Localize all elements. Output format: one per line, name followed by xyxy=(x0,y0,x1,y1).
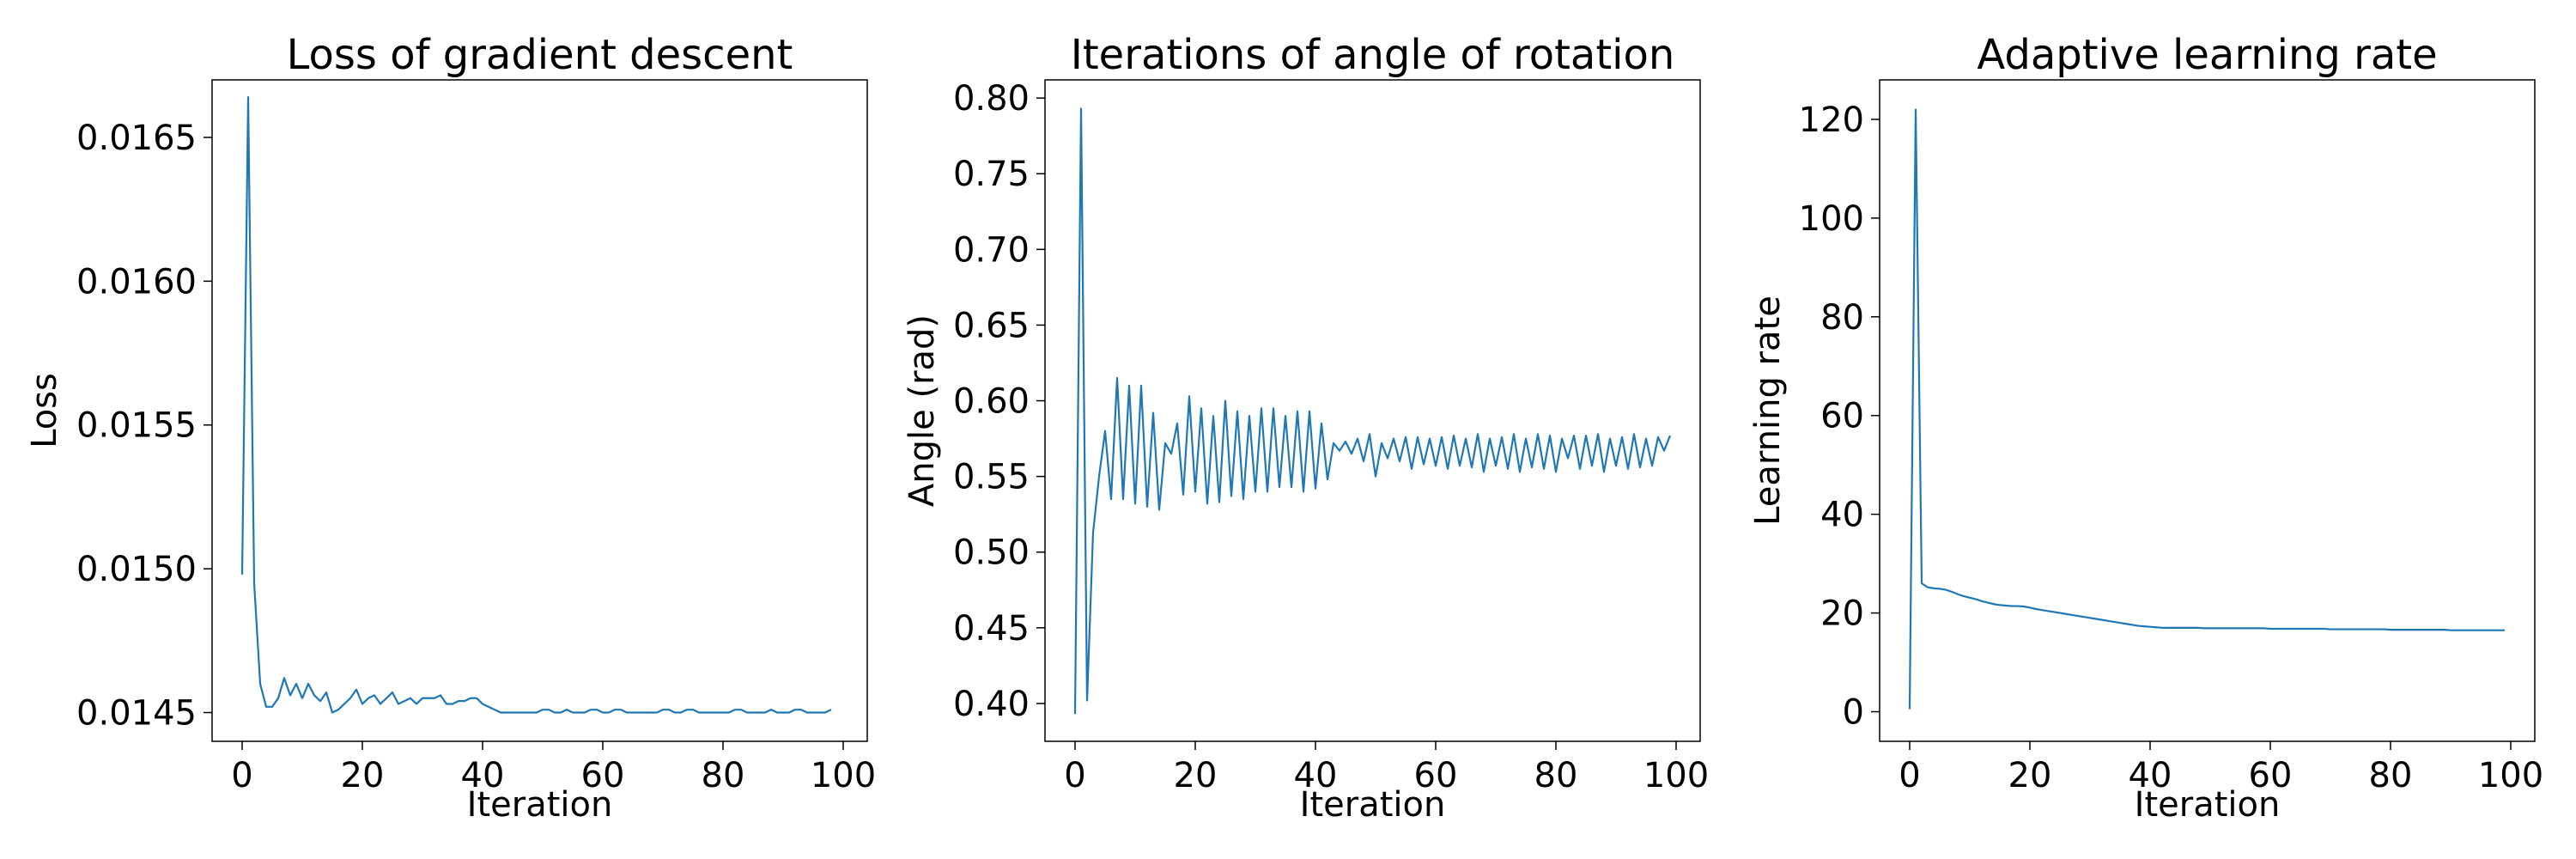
y-tick-label: 0.45 xyxy=(953,609,1030,649)
series-line-0 xyxy=(1073,107,1672,715)
y-tick-label: 0.0160 xyxy=(76,262,197,302)
y-tick-label: 120 xyxy=(1799,101,1864,140)
x-tick-label: 40 xyxy=(2129,756,2172,795)
y-tick-label: 0.40 xyxy=(953,685,1030,724)
y-tick-label: 0.55 xyxy=(953,458,1030,497)
y-tick-label: 80 xyxy=(1820,298,1864,338)
y-tick-label: 40 xyxy=(1820,496,1864,535)
x-tick-label: 40 xyxy=(461,756,505,795)
x-tick-label: 60 xyxy=(581,756,625,795)
y-tick-label: 20 xyxy=(1820,594,1864,634)
x-axis-label: Iteration xyxy=(2135,785,2281,825)
y-tick-label: 0.0155 xyxy=(76,406,197,446)
x-axis-label: Iteration xyxy=(1300,785,1446,825)
learning-rate-chart: 0 20 40 60 80 100 0 20 40 60 80 100 120 Adaptive lear… xyxy=(1748,31,2543,825)
x-tick-label: 60 xyxy=(1414,756,1458,795)
y-tick-label: 0.75 xyxy=(953,155,1030,194)
chart-title: Iterations of angle of rotation xyxy=(1071,31,1675,79)
y-tick-label: 0.70 xyxy=(953,230,1030,270)
y-axis-label: Loss xyxy=(25,373,64,448)
x-tick-label: 80 xyxy=(1534,756,1578,795)
x-tick-label: 100 xyxy=(2478,756,2543,795)
series-line-0 xyxy=(1908,108,2505,710)
y-tick-label: 0 xyxy=(1843,693,1864,733)
x-tick-label: 60 xyxy=(2249,756,2293,795)
x-tick-label: 0 xyxy=(1899,756,1920,795)
x-tick-label: 80 xyxy=(702,756,745,795)
x-tick-label: 100 xyxy=(1643,756,1709,795)
x-tick-label: 80 xyxy=(2369,756,2413,795)
x-axis-label: Iteration xyxy=(467,785,613,825)
y-tick-label: 0.50 xyxy=(953,533,1030,573)
x-tick-label: 20 xyxy=(1174,756,1218,795)
chart-title: Adaptive learning rate xyxy=(1977,31,2437,79)
y-axis-label: Angle (rad) xyxy=(902,314,942,507)
y-tick-label: 60 xyxy=(1820,397,1864,436)
y-tick-label: 0.0165 xyxy=(76,119,197,158)
y-axis-label: Learning rate xyxy=(1748,295,1788,526)
chart-title: Loss of gradient descent xyxy=(287,31,793,79)
plot-frame xyxy=(1879,79,2536,742)
x-tick-label: 100 xyxy=(811,756,876,795)
series-line-0 xyxy=(240,95,832,714)
plot-frame xyxy=(211,79,868,742)
y-tick-label: 0.0150 xyxy=(76,550,197,589)
x-tick-label: 40 xyxy=(1294,756,1338,795)
y-tick-label: 100 xyxy=(1799,199,1864,239)
x-tick-label: 0 xyxy=(231,756,252,795)
angle-chart: 0 20 40 60 80 100 0.40 0.45 0.50 0.55 0.60 0.65 0.70… xyxy=(902,31,1709,825)
y-tick-label: 0.65 xyxy=(953,306,1030,345)
x-tick-label: 20 xyxy=(2008,756,2052,795)
y-tick-label: 0.0145 xyxy=(76,694,197,734)
plot-frame xyxy=(1044,79,1701,742)
loss-chart: 0 20 40 60 80 100 0.0145 0.0150 0.0155 0.0160 0.01… xyxy=(25,31,876,825)
y-tick-label: 0.60 xyxy=(953,382,1030,422)
x-tick-label: 20 xyxy=(341,756,385,795)
x-tick-label: 0 xyxy=(1064,756,1085,795)
y-tick-label: 0.80 xyxy=(953,79,1030,119)
